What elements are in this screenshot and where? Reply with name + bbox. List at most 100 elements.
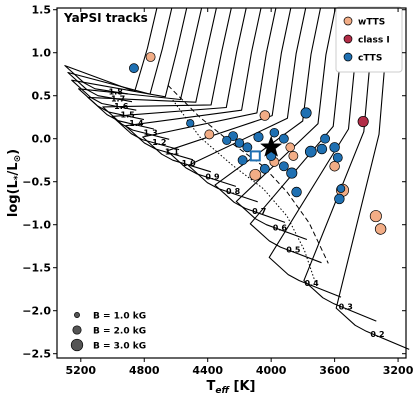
size-legend-label: B = 2.0 kG [93, 327, 146, 337]
size-legend-label: B = 3.0 kG [93, 342, 146, 352]
data-point-ctts [253, 131, 264, 143]
isochrone-dotted [172, 99, 317, 284]
data-point-ctts [286, 167, 298, 179]
data-point-ctts [329, 142, 340, 153]
y-tick-label: 0.5 [32, 90, 52, 103]
track-mass-label: 1.5 [121, 111, 136, 120]
mass-track-line [67, 7, 173, 103]
data-point-wtts [288, 151, 299, 161]
y-tick-label: 0.0 [32, 133, 52, 146]
track-mass-label: 0.6 [273, 223, 288, 232]
x-tick-label: 4800 [129, 364, 160, 377]
data-point-ctts [129, 63, 139, 74]
y-axis-label: log(L*/L⊙) [6, 149, 23, 217]
size-legend-marker [70, 338, 84, 352]
track-mass-label: 1.0 [182, 159, 197, 168]
mass-track-line [71, 7, 188, 111]
data-point-ctts [316, 143, 328, 155]
data-point-wtts [329, 161, 340, 172]
x-tick-label: 4400 [192, 364, 223, 377]
isochrone-dashed [167, 85, 329, 264]
x-tick-label: 3200 [383, 364, 414, 377]
track-mass-label: 1.3 [144, 129, 158, 138]
mass-tracks [64, 7, 410, 350]
track-mass-label: 1.8 [109, 87, 124, 96]
track-labels: 1.81.71.61.51.41.31.21.11.0 0.9 0.8 0.7 0.6 0… [109, 87, 385, 339]
data-point-ctts [291, 186, 302, 198]
x-tick-label: 3600 [319, 364, 350, 377]
y-tick-label: −1.0 [22, 219, 51, 232]
mass-track-line [111, 7, 247, 151]
data-points [129, 52, 387, 235]
data-point-ctts [336, 184, 346, 193]
track-mass-label: 0.5 [286, 246, 301, 255]
data-point-ctts [278, 133, 289, 144]
track-mass-label: 1.4 [129, 119, 144, 128]
data-point-wtts [204, 129, 215, 140]
mass-track-line [214, 7, 322, 223]
size-legend-label: B = 1.0 kG [93, 312, 146, 322]
data-point-wtts [369, 210, 382, 223]
data-point-wtts [285, 142, 295, 153]
mass-track-line [64, 7, 158, 95]
mass-track-line [235, 7, 336, 241]
special-markers [249, 135, 283, 162]
data-point-ctts [304, 145, 317, 158]
mass-track-line [102, 7, 232, 140]
data-point-wtts [249, 168, 262, 181]
open-square-marker [249, 150, 261, 162]
chart-title: YaPSI tracks [63, 11, 148, 25]
x-tick-label: 4000 [256, 364, 287, 377]
legend-marker [343, 52, 353, 62]
data-point-ctts [300, 107, 312, 119]
size-legend-marker [74, 312, 80, 318]
data-point-ctts [332, 152, 343, 163]
data-point-ctts [237, 155, 248, 166]
star-marker [259, 135, 283, 157]
data-point-ctts [269, 127, 280, 138]
y-tick-label: −0.5 [22, 176, 51, 189]
size-legend-marker [72, 325, 82, 335]
mass-track-line [142, 7, 277, 173]
legend: wTTS class I cTTS [335, 6, 403, 73]
chart-title-text: YaPSI tracks [63, 11, 148, 25]
data-point-ctts [222, 135, 232, 146]
track-mass-label: 1.2 [152, 138, 166, 147]
track-mass-label: 1.1 [165, 148, 180, 157]
track-mass-label: 0.7 [252, 207, 266, 216]
track-mass-label: 0.8 [226, 187, 241, 196]
size-legend: B = 1.0 kG B = 2.0 kG B = 3.0 kG [70, 312, 146, 352]
data-point-ctts [242, 142, 253, 153]
data-point-ctts [259, 163, 270, 174]
track-mass-label: 0.2 [370, 330, 384, 339]
y-tick-label: −2.0 [22, 305, 51, 318]
isochrones [167, 85, 329, 284]
track-mass-label: 0.3 [339, 302, 353, 311]
x-axis-label: Teff [K] [207, 379, 256, 396]
plot-frame [56, 7, 407, 359]
y-tick-label: 1.0 [32, 47, 52, 60]
legend-marker [343, 34, 353, 44]
legend-marker [343, 16, 353, 26]
track-mass-label: 0.4 [305, 279, 320, 288]
x-tick-label: 5200 [65, 364, 96, 377]
legend-label: cTTS [358, 54, 382, 64]
legend-label: wTTS [358, 18, 385, 28]
data-point-ctts [320, 133, 331, 144]
y-tick-label: 1.5 [32, 4, 52, 17]
legend-label: class I [358, 36, 390, 46]
track-mass-label: 1.6 [114, 102, 129, 111]
y-tick-label: −1.5 [22, 262, 51, 275]
x-axis: 5200 4800 4400 4000 3600 3200 [65, 8, 414, 377]
y-tick-label: −2.5 [22, 348, 51, 361]
data-point-ctts [234, 138, 245, 148]
data-point-wtts [374, 223, 387, 235]
track-mass-label: 1.7 [111, 94, 125, 103]
data-point-ctts [334, 193, 345, 205]
track-mass-label: 0.9 [205, 173, 220, 182]
y-axis: 1.5 1.0 0.5 0.0 −0.5 −1.0 −1.5 −2.0 −2.5 [22, 4, 406, 361]
data-point-wtts [259, 110, 271, 121]
data-point-ctts [186, 119, 195, 128]
data-point-ctts [278, 161, 289, 172]
